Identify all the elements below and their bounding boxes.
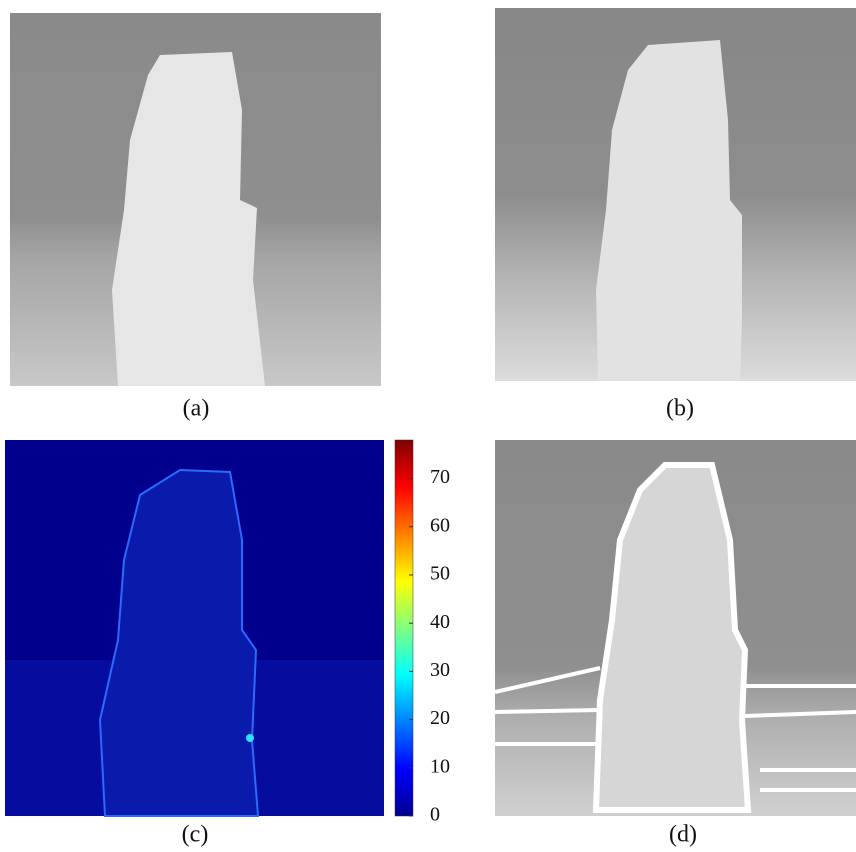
colorbar-tick-label: 0 <box>430 804 440 826</box>
colorbar-tick-label: 40 <box>430 611 450 633</box>
colorbar <box>395 440 413 816</box>
panel-b <box>495 8 856 381</box>
error-spot <box>246 734 254 742</box>
colorbar-ticks: 0 10 20 30 40 50 60 70 <box>409 466 450 825</box>
colorbar-tick-label: 20 <box>430 707 450 729</box>
panel-label: (a) <box>183 396 210 422</box>
panel-d <box>495 440 856 816</box>
figure: 0 10 20 30 40 50 60 70 (a) (b) (c) (d) <box>0 0 856 852</box>
panel-c <box>5 440 384 816</box>
panel-label: (b) <box>666 396 694 422</box>
colorbar-tick-label: 50 <box>430 563 450 585</box>
panel-label: (c) <box>182 822 209 848</box>
panel-a <box>10 13 381 386</box>
colorbar-tick-label: 10 <box>430 755 450 777</box>
panel-label: (d) <box>669 822 697 848</box>
colorbar-tick-label: 30 <box>430 659 450 681</box>
colorbar-tick-label: 60 <box>430 514 450 536</box>
colorbar-tick-label: 70 <box>430 466 450 488</box>
